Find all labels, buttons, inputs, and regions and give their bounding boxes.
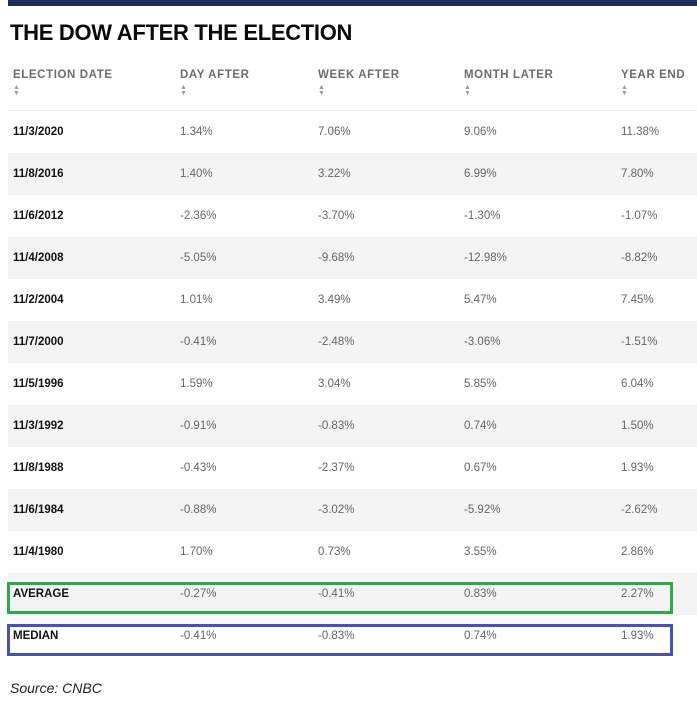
cell-year-end: 2.27% — [621, 588, 654, 600]
table-row: MEDIAN -0.41% -0.83% 0.74% 1.93% — [8, 615, 697, 657]
table-header: ELECTION DATE ▲ ▼ DAY AFTER ▲ ▼ WEEK AFTER ▲ ▼ MO… — [8, 62, 697, 111]
row-label: 11/4/1980 — [13, 546, 64, 558]
cell-day-after: -0.41% — [180, 336, 217, 348]
table-row: 11/8/2016 1.40% 3.22% 6.99% 7.80% — [8, 153, 697, 195]
cell-month-later: 5.47% — [464, 294, 497, 306]
cell-week-after: -9.68% — [318, 252, 355, 264]
sort-arrows-icon[interactable]: ▲ ▼ — [180, 84, 187, 97]
cell-week-after: -0.41% — [318, 588, 355, 600]
cell-week-after: -0.83% — [318, 630, 355, 642]
table-row: 11/4/1980 1.70% 0.73% 3.55% 2.86% — [8, 531, 697, 573]
column-header-week-after[interactable]: WEEK AFTER ▲ ▼ — [318, 69, 400, 97]
source-note: Source: CNBC — [10, 680, 102, 696]
table-row: 11/3/2020 1.34% 7.06% 9.06% 11.38% — [8, 111, 697, 153]
cell-year-end: -1.51% — [621, 336, 658, 348]
row-label: 11/4/2008 — [13, 252, 64, 264]
cell-year-end: -2.62% — [621, 504, 658, 516]
column-header-label: YEAR END — [621, 69, 686, 81]
row-label: 11/8/1988 — [13, 462, 64, 474]
cell-week-after: -0.83% — [318, 420, 355, 432]
table-row: 11/7/2000 -0.41% -2.48% -3.06% -1.51% — [8, 321, 697, 363]
cell-day-after: -0.88% — [180, 504, 217, 516]
column-header-label: MONTH LATER — [464, 69, 554, 81]
row-label: 11/7/2000 — [13, 336, 64, 348]
cell-year-end: -8.82% — [621, 252, 658, 264]
column-header-label: ELECTION DATE — [13, 69, 113, 81]
cell-year-end: -1.07% — [621, 210, 658, 222]
cell-day-after: -0.43% — [180, 462, 217, 474]
cell-day-after: -0.91% — [180, 420, 217, 432]
cell-month-later: 0.74% — [464, 420, 497, 432]
cell-year-end: 2.86% — [621, 546, 654, 558]
row-label: 11/2/2004 — [13, 294, 64, 306]
row-label: AVERAGE — [13, 588, 70, 600]
row-label: 11/3/1992 — [13, 420, 64, 432]
cell-year-end: 1.50% — [621, 420, 654, 432]
cell-day-after: 1.59% — [180, 378, 213, 390]
cell-day-after: 1.34% — [180, 126, 213, 138]
cell-day-after: -0.27% — [180, 588, 217, 600]
column-header-year-end[interactable]: YEAR END ▲ ▼ — [621, 69, 685, 97]
page-title: THE DOW AFTER THE ELECTION — [10, 20, 353, 45]
row-label: 11/3/2020 — [13, 126, 64, 138]
cell-month-later: -5.92% — [464, 504, 501, 516]
column-header-label: WEEK AFTER — [318, 69, 400, 81]
cell-year-end: 6.04% — [621, 378, 654, 390]
row-label: 11/5/1996 — [13, 378, 64, 390]
column-header-label: DAY AFTER — [180, 69, 250, 81]
cell-week-after: 3.22% — [318, 168, 351, 180]
table-row: 11/4/2008 -5.05% -9.68% -12.98% -8.82% — [8, 237, 697, 279]
cell-day-after: 1.70% — [180, 546, 213, 558]
cell-day-after: -2.36% — [180, 210, 217, 222]
cell-year-end: 1.93% — [621, 630, 654, 642]
sort-arrows-icon[interactable]: ▲ ▼ — [13, 84, 20, 97]
sort-arrows-icon[interactable]: ▲ ▼ — [318, 84, 325, 97]
cell-day-after: -0.41% — [180, 630, 217, 642]
column-header-day-after[interactable]: DAY AFTER ▲ ▼ — [180, 69, 250, 97]
cell-month-later: 0.74% — [464, 630, 497, 642]
cell-year-end: 7.45% — [621, 294, 654, 306]
cell-month-later: -1.30% — [464, 210, 501, 222]
cell-week-after: -2.48% — [318, 336, 355, 348]
top-accent-bar — [8, 0, 697, 6]
cell-week-after: 3.49% — [318, 294, 351, 306]
table-row: 11/8/1988 -0.43% -2.37% 0.67% 1.93% — [8, 447, 697, 489]
table-row: AVERAGE -0.27% -0.41% 0.83% 2.27% — [8, 573, 697, 615]
cell-month-later: -3.06% — [464, 336, 501, 348]
cell-month-later: 5.85% — [464, 378, 497, 390]
cell-day-after: 1.01% — [180, 294, 213, 306]
cell-day-after: -5.05% — [180, 252, 217, 264]
row-label: MEDIAN — [13, 630, 59, 642]
data-table: ELECTION DATE ▲ ▼ DAY AFTER ▲ ▼ WEEK AFTER ▲ ▼ MO… — [8, 62, 697, 657]
row-label: 11/8/2016 — [13, 168, 64, 180]
cell-year-end: 7.80% — [621, 168, 654, 180]
cell-day-after: 1.40% — [180, 168, 213, 180]
cell-week-after: 0.73% — [318, 546, 351, 558]
table-row: 11/6/2012 -2.36% -3.70% -1.30% -1.07% — [8, 195, 697, 237]
table-row: 11/5/1996 1.59% 3.04% 5.85% 6.04% — [8, 363, 697, 405]
row-label: 11/6/1984 — [13, 504, 64, 516]
cell-month-later: 0.67% — [464, 462, 497, 474]
cell-year-end: 11.38% — [621, 126, 660, 138]
table-row: 11/2/2004 1.01% 3.49% 5.47% 7.45% — [8, 279, 697, 321]
sort-arrows-icon[interactable]: ▲ ▼ — [621, 84, 628, 97]
column-header-election-date[interactable]: ELECTION DATE ▲ ▼ — [13, 69, 113, 97]
cell-week-after: -2.37% — [318, 462, 355, 474]
cell-month-later: 9.06% — [464, 126, 497, 138]
table-row: 11/3/1992 -0.91% -0.83% 0.74% 1.50% — [8, 405, 697, 447]
cell-month-later: -12.98% — [464, 252, 507, 264]
column-header-month-later[interactable]: MONTH LATER ▲ ▼ — [464, 69, 553, 97]
cell-week-after: -3.70% — [318, 210, 355, 222]
table-row: 11/6/1984 -0.88% -3.02% -5.92% -2.62% — [8, 489, 697, 531]
cell-week-after: 3.04% — [318, 378, 351, 390]
cell-week-after: -3.02% — [318, 504, 355, 516]
row-label: 11/6/2012 — [13, 210, 64, 222]
cell-month-later: 0.83% — [464, 588, 497, 600]
cell-month-later: 3.55% — [464, 546, 497, 558]
cell-year-end: 1.93% — [621, 462, 654, 474]
sort-arrows-icon[interactable]: ▲ ▼ — [464, 84, 471, 97]
cell-month-later: 6.99% — [464, 168, 497, 180]
cell-week-after: 7.06% — [318, 126, 351, 138]
table-body: 11/3/2020 1.34% 7.06% 9.06% 11.38% 11/8/2016 1… — [8, 111, 697, 657]
